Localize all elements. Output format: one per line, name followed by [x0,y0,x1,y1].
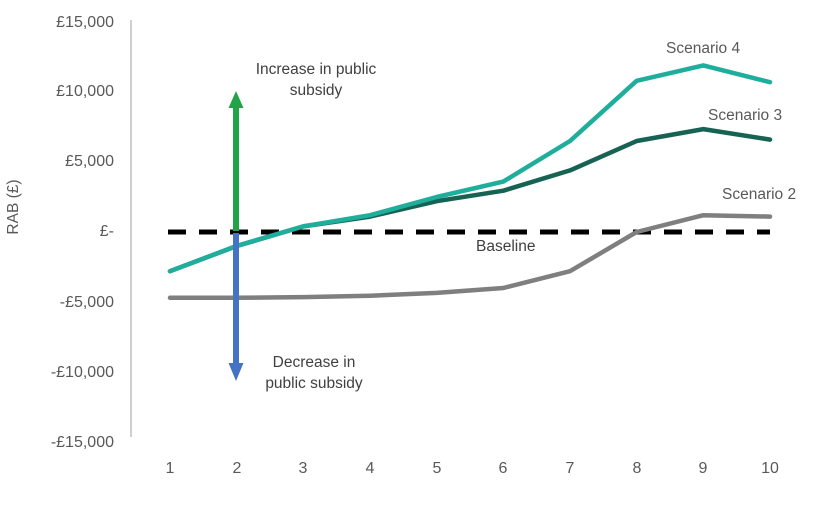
increase-annotation-text: Increase in public subsidy [231,59,401,101]
x-tick-label: 2 [232,460,242,477]
y-tick-label: £15,000 [56,14,114,31]
y-tick-label: -£10,000 [50,364,114,381]
x-tick-label: 10 [761,460,779,477]
y-tick-label: -£5,000 [59,294,114,311]
x-tick-label: 1 [165,460,175,477]
series-line-scenario-2 [167,212,773,301]
increase-annotation-line2: subsidy [289,82,343,99]
series-label-scenario-3: Scenario 3 [708,107,783,124]
increase-annotation-line1: Increase in public [255,61,377,78]
x-tick-label: 8 [632,460,642,477]
y-tick-label: £5,000 [65,153,114,170]
y-tick-label: £- [99,223,114,240]
x-tick-label: 3 [298,460,308,477]
decrease-annotation-line1: Decrease in [272,354,356,371]
x-tick-label: 6 [498,460,508,477]
y-tick-label: £10,000 [56,83,114,100]
x-tick-label: 7 [565,460,575,477]
y-tick-label: -£15,000 [50,434,114,451]
x-tick-label: 9 [698,460,708,477]
series-lines-group [167,63,773,301]
x-tick-label: 4 [365,460,375,477]
decrease-arrow-head-icon [228,363,244,381]
series-label-scenario-2: Scenario 2 [722,186,797,203]
series-line-scenario-4 [167,63,773,274]
x-tick-label: 5 [432,460,442,477]
decrease-annotation-line2: public subsidy [265,375,363,392]
decrease-annotation-text: Decrease in public subsidy [229,352,399,394]
increase-arrow-head-icon [228,91,244,108]
series-label-scenario-4: Scenario 4 [666,40,741,57]
series-line-scenario-3 [167,126,773,274]
baseline-label: Baseline [476,238,536,255]
